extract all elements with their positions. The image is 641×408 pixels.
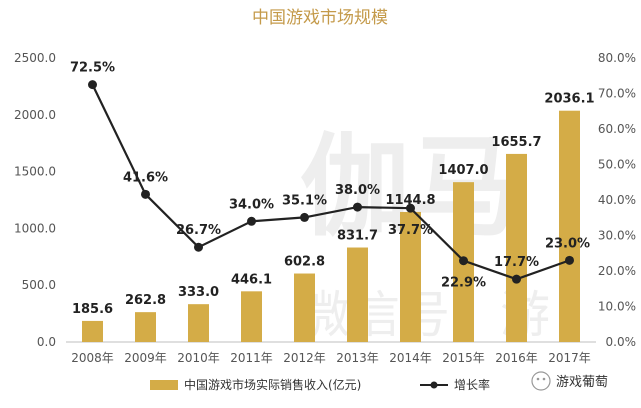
growth-point [459,256,468,266]
legend: 中国游戏市场实际销售收入(亿元) 增长率 [150,377,490,392]
y-right-tick-label: 0.0% [606,335,637,349]
growth-point [512,274,521,284]
growth-point [141,189,150,199]
growth-value-label: 35.1% [282,193,327,208]
bar [347,247,368,342]
y-right-tick-label: 30.0% [598,229,636,243]
growth-point [194,242,203,252]
bar-value-label: 446.1 [231,272,272,287]
axes: 0.0 500.0 1000.0 1500.0 2000.0 2500.0 0.0% 10.0… [14,51,636,365]
growth-point [353,202,362,212]
x-tick-label: 2009年 [124,351,167,365]
y-right-tick-label: 60.0% [598,122,636,136]
y-left-tick-label: 1500.0 [14,165,56,179]
growth-value-label: 37.7% [388,223,433,238]
x-tick-label: 2012年 [283,351,326,365]
growth-value-label: 17.7% [494,255,539,270]
data-labels: 185.6 262.8 333.0 446.1 602.8 831.7 1144.81407… [70,61,595,317]
bar-value-label: 1144.8 [385,193,435,208]
growth-value-label: 22.9% [441,276,486,291]
x-tick-label: 2017年 [548,351,591,365]
x-tick-label: 2008年 [71,351,114,365]
bar [559,110,580,343]
bar [506,153,527,342]
y-right-tick-label: 20.0% [598,264,636,278]
legend-line-label: 增长率 [454,377,490,392]
bar-value-label: 2036.1 [544,92,594,107]
x-tick-label: 2010年 [177,351,220,365]
brand-label: 游戏葡萄 [556,375,608,390]
x-tick-label: 2014年 [389,351,432,365]
legend-bar-swatch [150,380,178,390]
legend-line-marker [430,381,438,389]
growth-value-label: 26.7% [176,223,221,238]
growth-point [247,216,256,226]
y-right-tick-label: 80.0% [598,51,636,65]
growth-point [300,212,309,222]
legend-bar-label: 中国游戏市场实际销售收入(亿元) [184,377,361,392]
bar [82,320,103,342]
growth-line-series [88,80,574,284]
growth-value-label: 72.5% [70,61,115,76]
bar-value-label: 262.8 [125,293,166,308]
wechat-icon [531,371,551,391]
bar [400,211,421,342]
bar-value-label: 602.8 [284,255,325,270]
y-left-tick-label: 1000.0 [14,221,56,235]
y-right-tick-label: 70.0% [598,87,636,101]
growth-value-label: 23.0% [545,236,590,251]
y-right-tick-label: 40.0% [598,193,636,207]
y-left-tick-label: 2000.0 [14,108,56,122]
y-left-tick-label: 2500.0 [14,51,56,65]
y-right-tick-label: 10.0% [598,300,636,314]
y-left-tick-label: 500.0 [22,278,56,292]
bar-value-label: 1655.7 [491,135,541,150]
bar [241,291,262,342]
chart-title: 中国游戏市场规模 [252,8,388,28]
growth-value-label: 34.0% [229,197,274,212]
growth-point [406,203,415,213]
x-tick-label: 2013年 [336,351,379,365]
growth-line [91,84,570,281]
x-tick-label: 2016年 [495,351,538,365]
bar [294,273,315,342]
x-tick-label: 2011年 [230,351,273,365]
bar [188,304,209,342]
brand-mark: 游戏葡萄 [531,371,608,391]
y-right-tick-label: 50.0% [598,158,636,172]
bar-value-label: 333.0 [178,285,219,300]
growth-value-label: 38.0% [335,183,380,198]
bar-value-label: 1407.0 [438,163,488,178]
x-tick-label: 2015年 [442,351,485,365]
bar [135,312,156,342]
growth-value-label: 41.6% [123,170,168,185]
growth-point [565,255,574,265]
bar-value-label: 185.6 [72,302,113,317]
growth-point [88,80,97,90]
y-left-tick-label: 0.0 [37,335,56,349]
bar-value-label: 831.7 [337,229,378,244]
